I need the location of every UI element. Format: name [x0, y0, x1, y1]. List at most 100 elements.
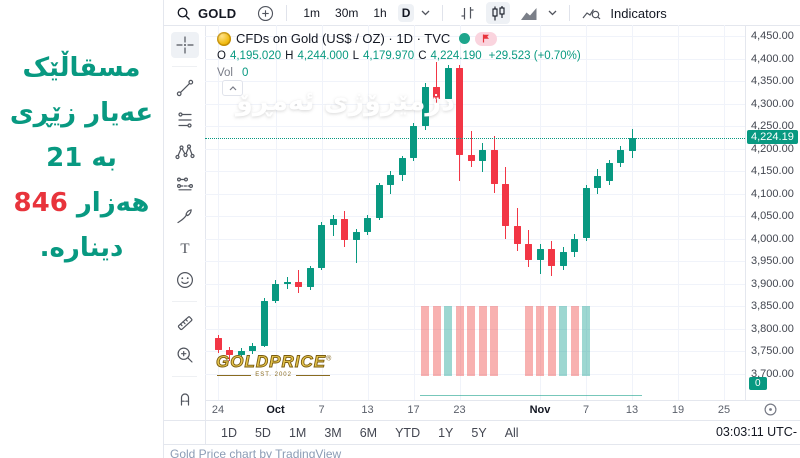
change-value: +29.523 (+0.70%)	[488, 49, 581, 62]
candle-body	[318, 225, 325, 269]
sidebar-message: مسقاڵێک زێڕی عەیار 21 بە 846 هەزار دیناره.	[0, 0, 163, 458]
candle-body	[364, 217, 371, 233]
candle-body	[548, 249, 555, 267]
volume-bar	[478, 306, 487, 376]
zoom-in-icon[interactable]	[171, 342, 199, 368]
emoji-icon[interactable]	[171, 267, 199, 293]
text-tool-icon[interactable]: T	[171, 235, 199, 261]
candle-body	[237, 351, 245, 355]
target-icon[interactable]	[764, 403, 777, 421]
bars-style-icon[interactable]	[455, 2, 479, 24]
crosshair-icon[interactable]	[170, 32, 199, 58]
gridline-h	[205, 81, 745, 82]
candle-body	[387, 174, 394, 186]
gridline-v	[678, 25, 679, 400]
ohlc-values: O 4,195.020 H 4,244.000 L 4,179.970 C 4,224.…	[217, 47, 581, 64]
legend-title[interactable]: CFDs on Gold (US$ / OZ) · 1D · TVC	[236, 31, 451, 46]
price-tick-label: 4,350.00	[751, 75, 794, 87]
candle-body	[352, 232, 360, 241]
plot-area[interactable]	[205, 25, 745, 400]
trend-line-icon[interactable]	[171, 75, 199, 101]
brush-icon[interactable]	[171, 203, 199, 229]
candle-body	[456, 68, 463, 156]
range-tab-5y[interactable]: 5Y	[471, 425, 487, 440]
range-tab-1y[interactable]: 1Y	[438, 425, 454, 440]
chart-legend: CFDs on Gold (US$ / OZ) · 1D · TVC O 4,19…	[217, 30, 581, 96]
search-icon[interactable]	[176, 6, 191, 21]
gridline-h	[205, 306, 745, 307]
volume-bar	[536, 306, 544, 376]
range-tab-3m[interactable]: 3M	[324, 425, 342, 440]
candles-style-icon[interactable]	[486, 2, 511, 24]
interval-30m[interactable]: 30m	[335, 6, 359, 20]
candle-wick	[355, 228, 357, 263]
tradingview-attribution-link[interactable]: Gold Price chart by TradingView	[170, 447, 342, 458]
magnet-icon[interactable]	[171, 385, 199, 411]
interval-chevron-down-icon[interactable]	[421, 10, 430, 16]
price-tick-label: 4,150.00	[751, 165, 794, 177]
area-style-icon[interactable]	[517, 2, 541, 24]
ruler-icon[interactable]	[171, 310, 199, 336]
indicators-icon[interactable]	[582, 5, 601, 21]
candle-body	[582, 188, 590, 239]
range-tab-1m[interactable]: 1M	[288, 425, 307, 440]
price-tick-label: 4,100.00	[751, 187, 794, 200]
gridline-h	[205, 283, 745, 285]
goldprice-logo-subtitle: EST. 2002	[216, 372, 331, 378]
style-chevron-down-icon[interactable]	[548, 10, 557, 16]
svg-text:T: T	[180, 241, 189, 257]
candle-body	[398, 158, 406, 175]
interval-1m[interactable]: 1m	[303, 6, 321, 20]
interval-1h[interactable]: 1h	[373, 6, 387, 20]
candle-body	[467, 155, 475, 162]
volume-zero-label: 0	[749, 377, 767, 390]
symbol-label[interactable]: GOLD	[198, 5, 237, 21]
divider	[163, 0, 164, 458]
gridline-h	[205, 261, 745, 262]
candle-body	[502, 183, 509, 226]
candle-body	[525, 243, 532, 261]
range-tab-1d[interactable]: 1D	[221, 425, 237, 440]
price-tick-label: 4,250.00	[751, 120, 794, 132]
forecast-icon[interactable]	[171, 171, 199, 197]
xabcd-pattern-icon[interactable]	[171, 139, 199, 165]
volume-bar	[432, 306, 441, 376]
price-tick-label: 3,900.00	[751, 277, 794, 290]
gridline-h	[205, 193, 745, 195]
range-tab-5d[interactable]: 5D	[254, 425, 271, 440]
gridline-h	[205, 103, 745, 105]
gridline-v	[724, 25, 725, 400]
gold-coin-icon	[217, 31, 231, 46]
current-price-line	[205, 137, 745, 139]
range-tab-ytd[interactable]: YTD	[395, 425, 421, 440]
range-tab-6m[interactable]: 6M	[359, 425, 378, 440]
volume-bar	[455, 306, 464, 376]
fib-retracement-icon[interactable]	[171, 107, 199, 133]
market-status-dot[interactable]	[459, 33, 471, 44]
candle-body	[444, 68, 452, 99]
alert-flag-pill[interactable]	[475, 31, 498, 46]
rangebar-border	[164, 420, 800, 421]
indicators-label[interactable]: Indicators	[610, 5, 667, 21]
candle-wick	[470, 130, 472, 168]
interval-1d[interactable]: D	[397, 4, 415, 22]
gridline-h	[205, 373, 745, 375]
compare-add-icon[interactable]	[257, 5, 274, 22]
clock[interactable]: 03:03:11 UTC-	[715, 425, 797, 439]
high-label: H	[285, 49, 294, 62]
volume-bar	[490, 306, 498, 376]
volume-bar	[559, 306, 567, 376]
range-tab-all[interactable]: All	[504, 425, 519, 440]
price-axis[interactable]: 0 4,450.00 4,400.00 4,350.00 4,300.00 4,250.…	[746, 25, 800, 400]
price-axis-border	[745, 25, 746, 400]
time-axis[interactable]: 24 Oct 7 13 17 23 Nov 7 13 19 25	[205, 401, 745, 420]
collapse-pane-button[interactable]	[222, 80, 243, 96]
gridline-h	[205, 238, 745, 240]
candle-body	[559, 252, 567, 267]
widget-bottom-border	[164, 444, 800, 445]
candle-wick	[436, 62, 437, 106]
volume-bar	[467, 306, 475, 376]
volume-row: Vol 0	[217, 64, 581, 81]
candle-body	[306, 268, 314, 288]
